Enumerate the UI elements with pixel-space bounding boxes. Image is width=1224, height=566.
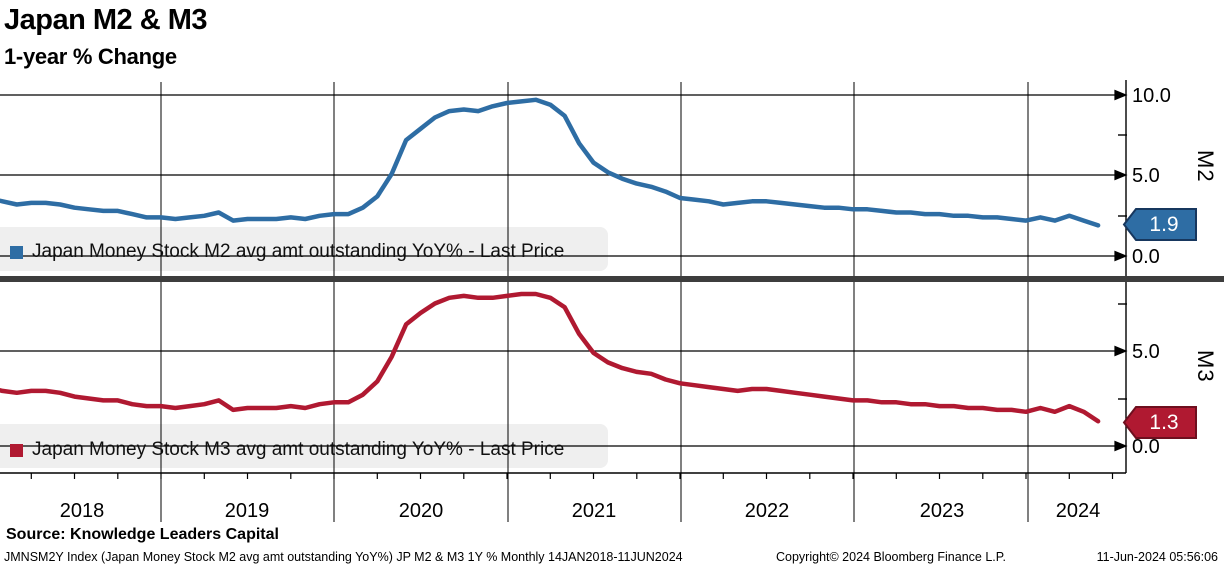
m2-axis-label: M2	[1193, 150, 1218, 183]
m2-ytick-5: 5.0	[1132, 165, 1160, 187]
page-subtitle: 1-year % Change	[4, 44, 177, 69]
footer-ticker-info: JMNSM2Y Index (Japan Money Stock M2 avg …	[4, 550, 683, 564]
page-title: Japan M2 & M3	[4, 4, 208, 36]
footer-copyright: Copyright© 2024 Bloomberg Finance L.P.	[776, 550, 1006, 564]
m2-series-line	[0, 97, 1101, 228]
xtick-2023: 2023	[919, 500, 965, 522]
m2-last-price-badge	[1122, 208, 1197, 241]
xtick-2024: 2024	[1055, 500, 1101, 522]
m2-legend-swatch-icon	[10, 245, 23, 259]
xtick-2018: 2018	[59, 500, 105, 522]
footer: JMNSM2Y Index (Japan Money Stock M2 avg …	[0, 547, 1224, 566]
m2-horizontal-gridlines	[0, 89, 1128, 262]
vertical-gridlines	[160, 82, 1029, 522]
m2-legend-strip	[0, 227, 608, 271]
m3-series-line	[0, 291, 1101, 424]
m3-legend-label: Japan Money Stock M3 avg amt outstanding…	[32, 439, 565, 460]
x-axis-quarter-ticks	[30, 473, 1114, 479]
m2-ytick-10: 10.0	[1132, 85, 1171, 107]
m3-axis-label: M3	[1193, 350, 1218, 383]
m2-legend-label: Japan Money Stock M2 avg amt outstanding…	[32, 241, 565, 262]
m2-ytick-0: 0.0	[1132, 246, 1160, 268]
m3-ytick-5: 5.0	[1132, 341, 1160, 363]
m3-last-price-badge	[1122, 406, 1197, 439]
m3-legend-swatch-icon	[10, 443, 23, 457]
source-caption: Source: Knowledge Leaders Capital	[6, 526, 279, 543]
xtick-2019: 2019	[224, 500, 270, 522]
panel-separator	[0, 276, 1224, 282]
m3-horizontal-gridlines	[0, 345, 1128, 452]
footer-timestamp: 11-Jun-2024 05:56:06	[1096, 550, 1218, 564]
m3-last-price-value: 1.3	[1149, 411, 1179, 434]
xtick-2022: 2022	[744, 500, 790, 522]
m2-legend-item[interactable]: Japan Money Stock M2 avg amt outstanding…	[0, 230, 564, 274]
xtick-2021: 2021	[571, 500, 617, 522]
m3-legend-item[interactable]: Japan Money Stock M3 avg amt outstanding…	[0, 428, 564, 472]
m2-last-price-value: 1.9	[1149, 213, 1179, 236]
m3-ytick-0: 0.0	[1132, 436, 1160, 458]
xtick-2020: 2020	[398, 500, 444, 522]
